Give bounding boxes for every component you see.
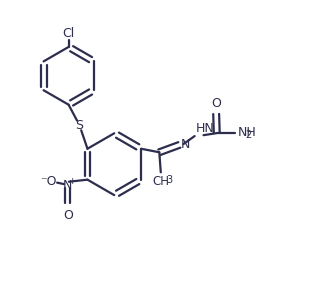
Text: HN: HN <box>195 122 214 135</box>
Text: 3: 3 <box>167 175 173 185</box>
Text: O: O <box>63 209 73 221</box>
Text: NH: NH <box>237 126 256 139</box>
Text: O: O <box>211 96 221 110</box>
Text: CH: CH <box>152 175 169 188</box>
Text: 2: 2 <box>245 130 251 140</box>
Text: N: N <box>63 179 72 192</box>
Text: N: N <box>181 138 190 151</box>
Text: S: S <box>76 119 83 132</box>
Text: +: + <box>68 177 76 186</box>
Text: ⁻O: ⁻O <box>41 175 57 188</box>
Text: Cl: Cl <box>63 27 75 40</box>
